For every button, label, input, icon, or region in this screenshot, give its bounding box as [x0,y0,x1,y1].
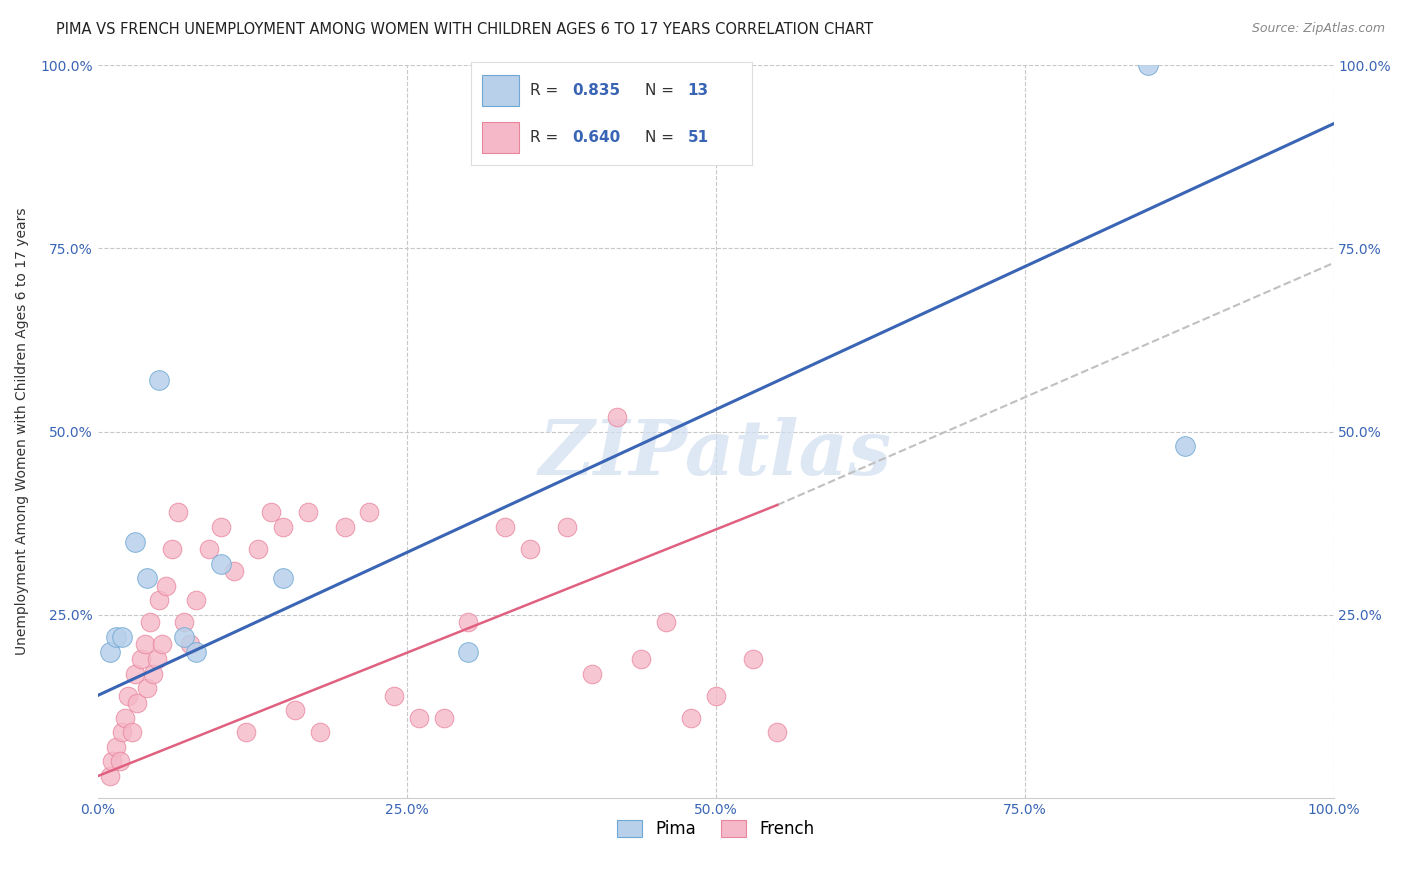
Point [209,557,232,571]
Point [235,725,257,739]
Point [105,739,128,754]
Point [134,637,156,651]
Bar [482,75,519,105]
Point [150,637,173,651]
Bar [482,122,519,153]
Point [148,593,170,607]
Text: PIMA VS FRENCH UNEMPLOYMENT AMONG WOMEN WITH CHILDREN AGES 6 TO 17 YEARS CORRELA: PIMA VS FRENCH UNEMPLOYMENT AMONG WOMEN … [56,22,873,37]
Point [247,541,270,556]
Point [173,615,195,630]
Point [148,373,170,387]
Text: N =: N = [645,130,679,145]
Text: R =: R = [530,130,564,145]
Point [1174,439,1197,453]
Point [271,520,294,534]
Point [1137,58,1160,72]
Point [284,703,307,717]
Point [766,725,789,739]
Point [127,696,149,710]
Point [741,652,763,666]
Point [160,541,183,556]
Point [155,578,177,592]
Text: 0.835: 0.835 [572,83,620,97]
Text: 0.640: 0.640 [572,130,620,145]
Point [555,520,578,534]
Point [124,666,146,681]
Point [136,681,159,696]
Point [111,725,134,739]
Text: N =: N = [645,83,679,97]
Point [382,689,405,703]
Point [271,571,294,585]
Point [309,725,332,739]
Point [186,593,208,607]
Point [186,644,208,658]
Point [655,615,678,630]
Point [124,534,146,549]
Text: ZIPatlas: ZIPatlas [538,417,893,491]
Point [359,505,381,519]
Point [167,505,190,519]
Point [146,652,169,666]
Point [209,520,232,534]
Point [457,644,479,658]
Point [179,637,201,651]
Point [136,571,159,585]
Point [98,769,121,783]
Point [198,541,221,556]
Point [138,615,160,630]
Point [121,725,143,739]
Text: Source: ZipAtlas.com: Source: ZipAtlas.com [1251,22,1385,36]
Point [297,505,319,519]
Point [117,689,139,703]
Point [101,755,124,769]
Point [111,630,134,644]
Point [114,710,136,724]
Point [519,541,541,556]
Point [173,630,195,644]
Point [679,710,702,724]
Point [108,755,131,769]
Point [408,710,430,724]
Y-axis label: Unemployment Among Women with Children Ages 6 to 17 years: Unemployment Among Women with Children A… [15,208,30,656]
Point [433,710,456,724]
Text: R =: R = [530,83,564,97]
Text: 13: 13 [688,83,709,97]
Point [606,409,628,424]
Point [630,652,652,666]
Legend: Pima, French: Pima, French [610,814,821,845]
Point [457,615,479,630]
Point [581,666,603,681]
Point [105,630,128,644]
Point [494,520,516,534]
Point [142,666,165,681]
Text: 51: 51 [688,130,709,145]
Point [259,505,281,519]
Point [129,652,152,666]
Point [222,564,245,578]
Point [98,644,121,658]
Point [333,520,356,534]
Point [704,689,727,703]
